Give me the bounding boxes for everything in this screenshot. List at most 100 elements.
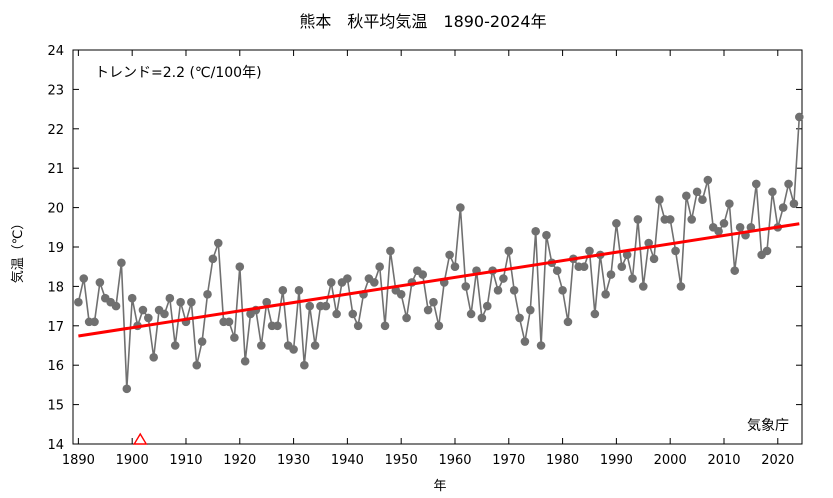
data-point — [558, 286, 567, 295]
data-point — [499, 274, 508, 283]
data-point — [380, 321, 390, 331]
data-point — [326, 278, 336, 287]
data-point — [655, 195, 664, 205]
data-point — [144, 313, 153, 323]
data-point — [111, 301, 121, 311]
data-point — [730, 266, 740, 275]
data-point — [122, 384, 132, 394]
data-point — [682, 191, 691, 201]
data-point — [74, 297, 83, 307]
y-tick-label: 21 — [47, 162, 64, 177]
data-point — [751, 179, 761, 189]
data-point — [138, 305, 148, 315]
data-point — [294, 286, 304, 295]
data-point — [353, 321, 363, 331]
trend — [78, 222, 800, 338]
data-point — [665, 215, 675, 224]
data-point — [692, 187, 702, 197]
data-point — [531, 226, 540, 236]
x-tick-label: 2010 — [707, 453, 740, 468]
data-point — [504, 246, 514, 256]
x-tick-label: 1940 — [331, 453, 364, 468]
data-point — [590, 309, 600, 319]
data-point — [90, 317, 99, 327]
data-point — [170, 341, 180, 350]
x-tick-label: 2000 — [654, 453, 687, 468]
x-tick-label: 1930 — [277, 453, 310, 468]
data-point — [601, 289, 610, 299]
x-tick-label: 1980 — [546, 453, 579, 468]
data-point — [450, 262, 460, 272]
data-point — [649, 254, 659, 264]
data-point — [735, 223, 745, 232]
data-point — [197, 337, 207, 346]
data-point — [203, 289, 212, 299]
data-point — [208, 254, 218, 264]
data-point — [778, 203, 788, 212]
data-point — [520, 337, 530, 346]
x-tick-label: 1920 — [223, 453, 256, 468]
data-point — [509, 286, 519, 295]
data-point — [289, 345, 298, 354]
data-point — [493, 286, 503, 295]
data-point — [542, 230, 551, 240]
y-tick-label: 16 — [47, 359, 64, 374]
data-point — [536, 341, 546, 350]
data-point — [622, 250, 632, 260]
y-axis-label: 気温（℃） — [10, 217, 26, 284]
data-point — [515, 313, 524, 323]
data-point — [310, 341, 320, 350]
data-point — [644, 238, 653, 248]
data-point — [434, 321, 444, 331]
data-point — [213, 238, 223, 248]
chart-title: 熊本 秋平均気温 1890-2024年 — [299, 12, 546, 31]
markers — [133, 432, 148, 445]
data-point — [526, 305, 535, 315]
series-line — [77, 116, 801, 389]
data-point — [402, 313, 411, 323]
data-point — [676, 282, 686, 291]
data-point — [95, 278, 105, 287]
x-tick-label: 1950 — [385, 453, 418, 468]
data-point — [423, 305, 433, 315]
data-point — [240, 356, 250, 366]
triangle-marker — [133, 432, 148, 445]
plot-frame — [72, 49, 803, 445]
data-point — [149, 353, 159, 362]
data-point — [396, 289, 406, 299]
y-tick-label: 15 — [47, 399, 64, 414]
data-point — [456, 203, 465, 212]
data-point — [628, 274, 637, 283]
data-point — [638, 282, 648, 291]
y-tick-label: 19 — [47, 241, 64, 256]
x-tick-label: 1970 — [492, 453, 525, 468]
data-point — [687, 215, 697, 224]
data-point — [300, 360, 309, 370]
data-point — [606, 270, 616, 279]
data-point — [230, 333, 239, 342]
data-point — [698, 195, 707, 205]
data-point — [321, 301, 331, 311]
data-point — [795, 112, 804, 122]
y-tick-label: 20 — [47, 202, 64, 217]
data-point — [466, 309, 476, 319]
axes — [72, 49, 803, 445]
x-tick-label: 1910 — [169, 453, 202, 468]
data-point — [784, 179, 793, 189]
y-tick-label: 14 — [47, 438, 64, 453]
data-point — [768, 187, 777, 197]
data-point — [579, 262, 589, 272]
data-point — [612, 219, 621, 228]
data-point — [257, 341, 266, 350]
data-point — [671, 246, 680, 256]
source-label: 気象庁 — [747, 418, 789, 434]
y-tick-label: 17 — [47, 320, 64, 335]
data-point — [633, 215, 643, 224]
data-point — [789, 199, 799, 208]
data-point — [477, 313, 487, 323]
data-point — [160, 309, 169, 319]
series — [74, 112, 804, 394]
data-point — [165, 293, 175, 303]
